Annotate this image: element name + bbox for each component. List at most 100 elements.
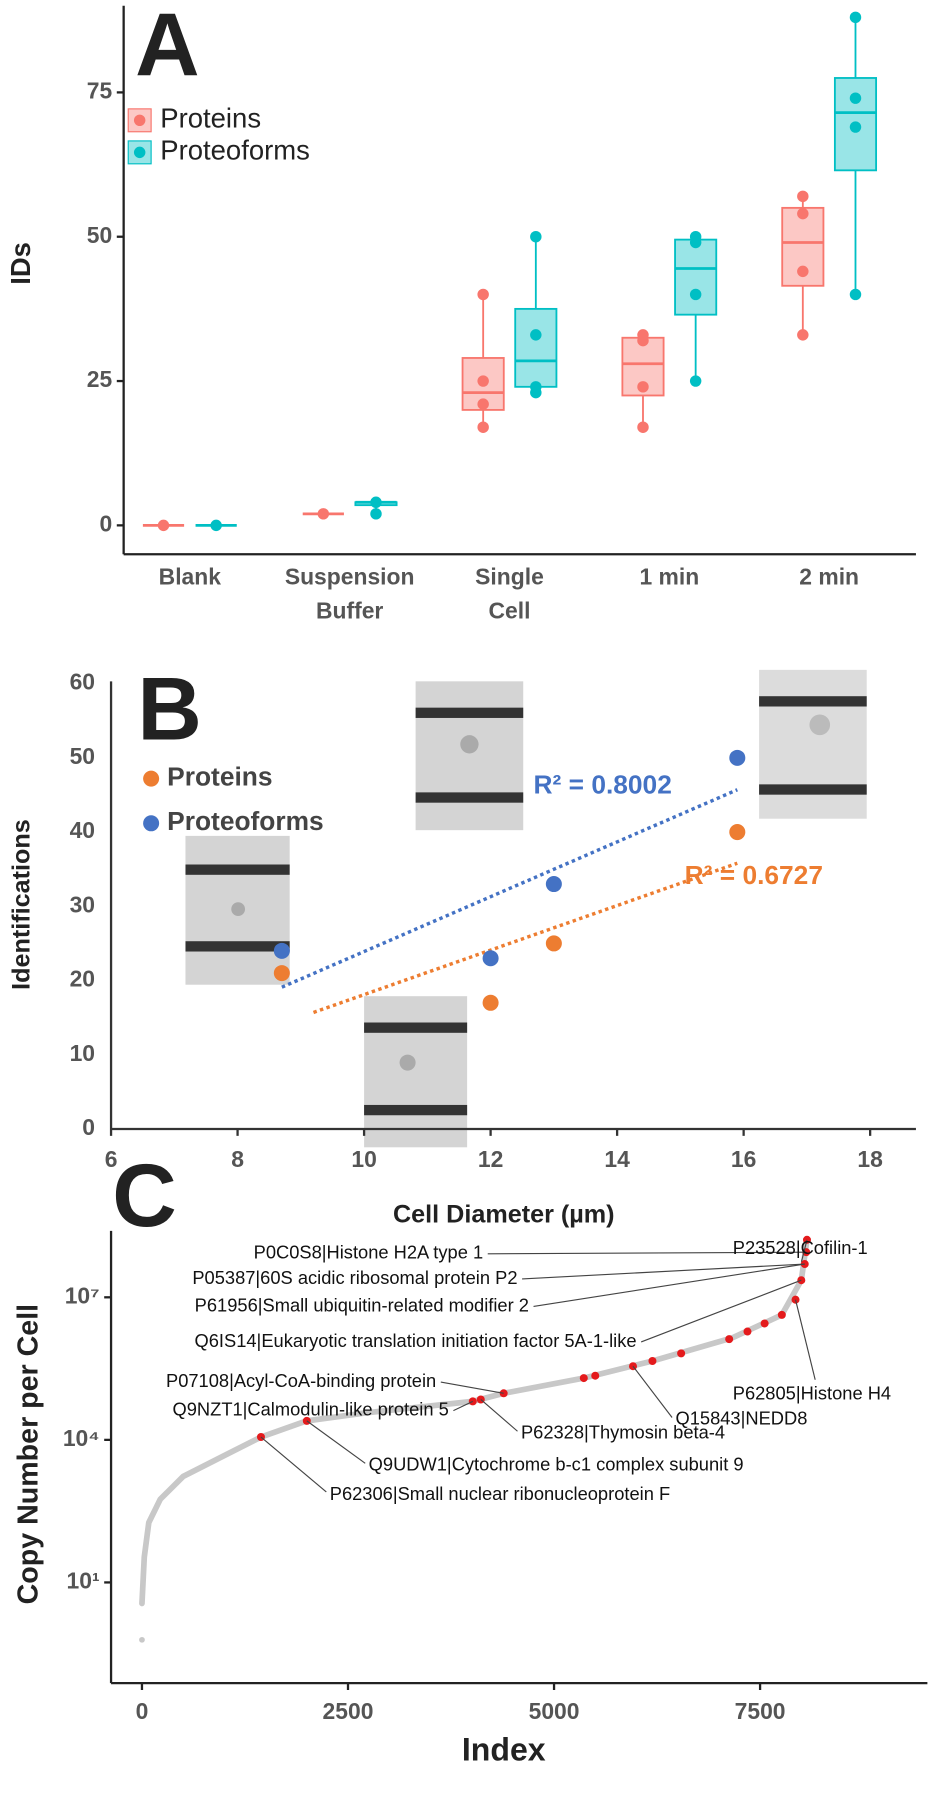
y-tick-label: 40: [70, 817, 95, 843]
point: [477, 375, 489, 387]
point: [579, 1374, 588, 1383]
panel-label: B: [137, 658, 202, 758]
leader-line: [453, 1400, 474, 1412]
y-axis-label: Copy Number per Cell: [12, 1304, 44, 1604]
leader-line: [533, 1263, 805, 1308]
protein-label: Q9UDW1|Cytochrome b-c1 complex subunit 9: [369, 1453, 744, 1474]
point: [157, 519, 170, 532]
x-tick-label: Suspension: [285, 563, 415, 589]
x-tick-label: 2500: [323, 1698, 374, 1724]
trend-line: [312, 861, 738, 1015]
y-tick-label: 30: [70, 891, 95, 917]
x-tick-label: 16: [731, 1146, 756, 1172]
point: [689, 236, 702, 249]
x-tick-label: 6: [105, 1146, 118, 1172]
trend-line: [281, 788, 738, 989]
protein-label: P62328|Thymosin beta-4: [521, 1421, 725, 1442]
point: [725, 1335, 734, 1344]
x-tick-label: Buffer: [316, 598, 383, 624]
protein-label: P61956|Small ubiquitin-related modifier …: [195, 1294, 529, 1315]
x-tick-label: 7500: [735, 1698, 786, 1724]
panel-label: A: [135, 0, 200, 94]
legend-label: Proteoforms: [160, 135, 310, 166]
x-tick-label: Blank: [159, 563, 222, 589]
y-tick-label: 10⁷: [65, 1282, 100, 1308]
y-axis-label: IDs: [5, 242, 36, 285]
x-tick-label: 12: [478, 1146, 503, 1172]
point: [849, 288, 862, 301]
leader-line: [480, 1399, 518, 1432]
point: [689, 375, 702, 387]
protein-label: Q6IS14|Eukaryotic translation initiation…: [195, 1330, 637, 1351]
point: [482, 950, 499, 967]
legend-dot: [133, 146, 146, 159]
legend-dot: [133, 114, 146, 127]
leader-line: [794, 1299, 816, 1380]
x-tick-label: Cell: [489, 598, 531, 624]
point: [499, 1389, 508, 1398]
x-axis-label: Cell Diameter (µm): [393, 1201, 615, 1229]
y-tick-label: 10¹: [67, 1567, 100, 1593]
protein-label: P62306|Small nuclear ribonucleoprotein F: [330, 1483, 670, 1504]
x-tick-label: Single: [475, 563, 544, 589]
point: [477, 398, 489, 410]
leader-line: [640, 1279, 802, 1343]
point: [273, 942, 290, 959]
x-axis-label: Index: [462, 1731, 546, 1767]
point: [729, 749, 746, 766]
y-tick-label: 10: [70, 1040, 95, 1066]
protein-label: P0C0S8|Histone H2A type 1: [254, 1242, 484, 1263]
point: [777, 1310, 786, 1319]
y-tick-label: 25: [87, 366, 113, 392]
point: [729, 824, 746, 841]
point: [139, 1636, 145, 1643]
y-tick-label: 20: [70, 966, 95, 992]
y-tick-label: 50: [70, 743, 95, 769]
protein-label: Q9NZT1|Calmodulin-like protein 5: [173, 1398, 449, 1419]
protein-label: P07108|Acyl-CoA-binding protein: [166, 1370, 436, 1391]
leader-line: [632, 1365, 673, 1418]
y-tick-label: 75: [87, 77, 113, 103]
point: [370, 496, 382, 509]
leader-line: [487, 1251, 807, 1255]
micrograph: [364, 996, 468, 1148]
point: [637, 421, 649, 433]
panel-label: C: [112, 1145, 177, 1245]
x-tick-label: 5000: [529, 1698, 580, 1724]
point: [530, 329, 542, 341]
point: [797, 265, 809, 278]
leader-line: [260, 1436, 327, 1493]
y-tick-label: 50: [87, 222, 112, 248]
point: [530, 231, 542, 243]
box: [674, 238, 718, 316]
r2-label: R² = 0.8002: [534, 770, 672, 800]
y-tick-label: 0: [82, 1114, 95, 1140]
point: [370, 508, 382, 520]
micrograph: [185, 835, 290, 985]
protein-label: P62805|Histone H4: [733, 1382, 891, 1403]
legend-dot: [143, 815, 160, 832]
x-tick-label: 8: [231, 1146, 244, 1172]
leader-line: [800, 1239, 808, 1262]
x-tick-label: 14: [604, 1146, 630, 1172]
protein-label: P23528|Cofilin-1: [733, 1237, 868, 1258]
point: [637, 334, 649, 347]
point: [849, 92, 862, 104]
point: [849, 11, 862, 24]
point: [482, 994, 499, 1011]
point: [637, 381, 649, 393]
x-tick-label: 10: [351, 1146, 376, 1172]
box: [514, 307, 558, 388]
x-tick-label: 2 min: [799, 563, 859, 589]
protein-label: P05387|60S acidic ribosomal protein P2: [192, 1267, 517, 1288]
point: [849, 121, 862, 133]
point: [689, 288, 702, 301]
point: [797, 190, 809, 203]
y-tick-label: 10⁴: [63, 1425, 100, 1451]
x-tick-label: 1 min: [639, 563, 699, 589]
point: [743, 1327, 752, 1336]
r2-label: R² = 0.6727: [685, 860, 823, 890]
legend-label: Proteins: [167, 762, 272, 792]
leader-line: [522, 1263, 805, 1280]
leader-line: [306, 1420, 366, 1464]
